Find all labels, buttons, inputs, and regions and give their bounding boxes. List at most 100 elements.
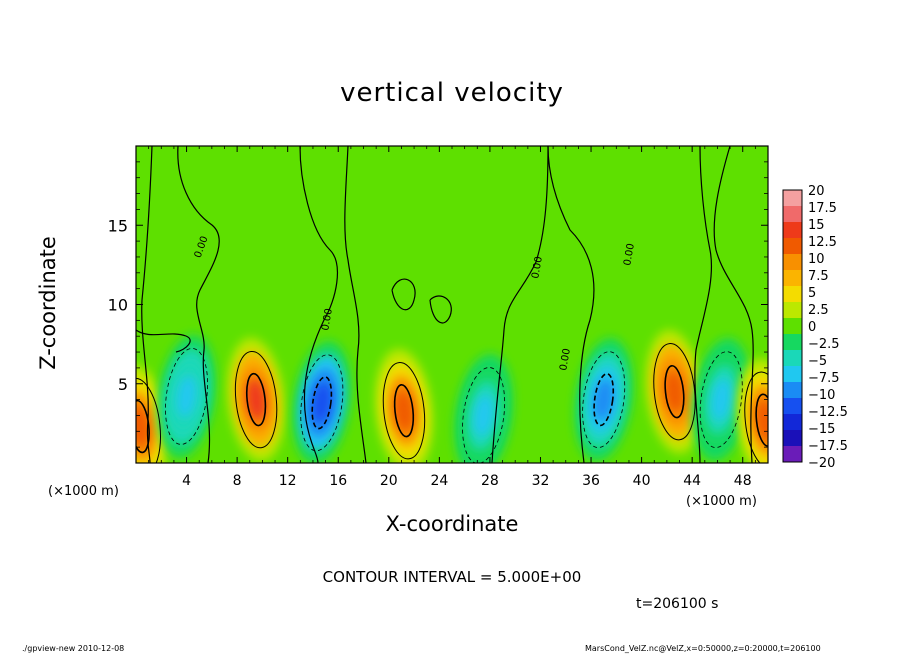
y-tick-label: 10 (108, 296, 128, 315)
contour-label: 0.00 (530, 256, 545, 280)
zero-contour-line (491, 146, 549, 463)
field-cell (593, 378, 614, 421)
cell-contour-5 (234, 350, 278, 449)
cell-contour-10 (593, 372, 615, 427)
cell-contour-5 (136, 377, 161, 463)
y-tick-label: 5 (118, 375, 128, 394)
cell-contour-10 (311, 376, 333, 430)
x-unit-label-right: (×1000 m) (686, 494, 757, 509)
cell-contour-5 (382, 362, 426, 460)
cell-contour-5 (744, 371, 768, 463)
colorbar-label: −12.5 (808, 405, 848, 420)
x-tick-label: 32 (532, 473, 550, 489)
x-tick-label: 8 (233, 473, 242, 489)
footer-program: ./gpview-new 2010-12-08 (22, 644, 125, 653)
zero-contour-line (713, 146, 754, 463)
cell-contour-5 (653, 343, 696, 441)
colorbar-swatch (783, 190, 802, 207)
colorbar-label: 5 (808, 286, 816, 301)
time-label: t=206100 s (636, 596, 719, 612)
colorbar-label: 0 (808, 320, 816, 335)
x-axis-label: X-coordinate (385, 512, 519, 536)
cell-contour-10 (755, 393, 768, 447)
colorbar-swatch (783, 254, 802, 271)
colorbar-swatch (783, 302, 802, 319)
x-tick-label: 44 (683, 473, 701, 489)
colorbar-swatch (783, 222, 802, 239)
contour-label: 0.00 (320, 308, 335, 332)
colorbar-label: −2.5 (808, 337, 840, 352)
cell-contour-10 (664, 364, 685, 419)
colorbar-swatch (783, 334, 802, 351)
contour-label: 0.00 (622, 243, 637, 267)
cell-contour-5 (462, 367, 506, 463)
colorbar-label: 12.5 (808, 235, 837, 250)
cell-contour-5 (165, 348, 209, 445)
colorbar-swatch (783, 350, 802, 367)
colorbar-swatch (783, 366, 802, 383)
zero-contour-line (136, 329, 191, 353)
colorbar-swatch (783, 382, 802, 399)
zero-contour-line (141, 146, 153, 463)
field-cell (755, 399, 768, 442)
colorbar-swatch (783, 286, 802, 303)
contour-labels: 0.000.000.000.000.00 (193, 235, 637, 372)
colorbar-label: −5 (808, 354, 827, 369)
x-axis: 4 8 12 16 20 24 28 32 36 40 44 48 (148, 146, 756, 489)
cell-contour-10 (245, 372, 267, 427)
x-tick-label: 28 (481, 473, 499, 489)
colorbar-label: −7.5 (808, 371, 840, 386)
colorbar-label: −15 (808, 422, 835, 437)
zero-contour-line (429, 295, 452, 324)
colorbar-swatch (783, 206, 802, 223)
colorbar-swatch (783, 398, 802, 415)
zero-contour-line (694, 146, 713, 463)
zero-contour-line (299, 146, 338, 463)
colorbar-label: 2.5 (808, 303, 829, 318)
cell-contours (136, 343, 768, 463)
colorbar-label: −17.5 (808, 439, 848, 454)
cell-contour-10 (136, 399, 150, 454)
colorbar-label: −10 (808, 388, 835, 403)
colorbar-frame (782, 189, 803, 463)
colorbar-swatch (783, 238, 802, 255)
footer-source: MarsCond_VelZ.nc@VelZ,x=0:50000,z=0:2000… (585, 644, 821, 653)
field-cell (246, 378, 266, 421)
zero-contour-line (344, 146, 367, 463)
colorbar-swatch (783, 430, 802, 447)
x-tick-label: 12 (279, 473, 297, 489)
zero-contour-line (177, 146, 220, 463)
colorbar: 20 17.5 15 12.5 10 7.5 5 2.5 0 −2.5 −5 −7.5 −10 −12.5… (782, 184, 848, 471)
x-tick-label: 4 (182, 473, 191, 489)
colorbar-swatch (783, 318, 802, 335)
x-tick-label: 36 (582, 473, 600, 489)
x-tick-label: 40 (633, 473, 651, 489)
field-cell (176, 375, 197, 418)
zero-contours (136, 146, 754, 463)
colorbar-label: 17.5 (808, 201, 837, 216)
field-cells (136, 329, 768, 463)
contour-label: 0.00 (558, 348, 573, 372)
x-tick-label: 16 (329, 473, 347, 489)
x-tick-label: 48 (734, 473, 752, 489)
field-cell (664, 370, 685, 413)
x-tick-label: 24 (430, 473, 448, 489)
colorbar-label: 7.5 (808, 269, 829, 284)
zero-contour-line (547, 146, 595, 463)
field-cell (394, 389, 414, 432)
colorbar-label: 20 (808, 184, 825, 199)
colorbar-swatch (783, 414, 802, 431)
chart-title: vertical velocity (340, 78, 564, 108)
x-unit-label: (×1000 m) (48, 484, 119, 499)
zero-contour-line (391, 278, 416, 311)
colorbar-swatch (783, 270, 802, 287)
colorbar-label: 15 (808, 218, 825, 233)
contour-interval: CONTOUR INTERVAL = 5.000E+00 (322, 568, 582, 586)
colorbar-swatch (783, 446, 802, 463)
y-axis: 5 10 15 (108, 161, 768, 448)
colorbar-label: 10 (808, 252, 825, 267)
y-tick-label: 15 (108, 216, 128, 235)
field-cell (711, 378, 732, 421)
field-cell (311, 381, 332, 424)
